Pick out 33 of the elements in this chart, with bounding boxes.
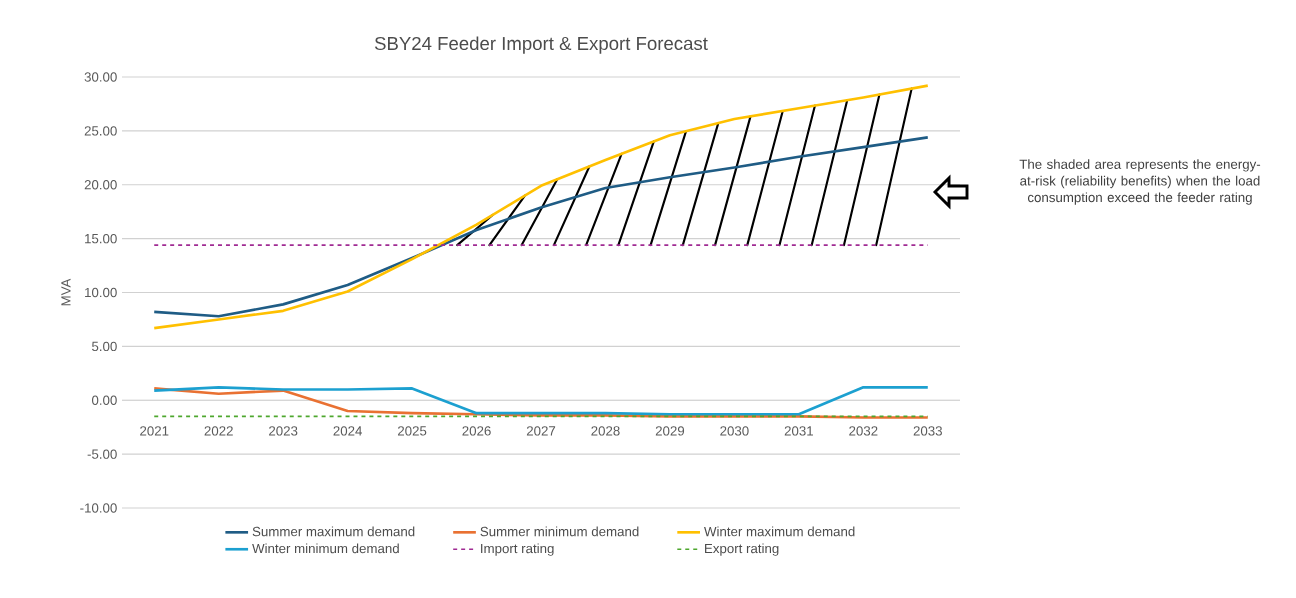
x-tick-label: 2025 (397, 426, 427, 436)
x-tick-label: 2027 (526, 426, 556, 436)
legend-label: Summer maximum demand (252, 526, 415, 537)
y-axis-title: MVA (61, 278, 71, 306)
y-tick-label: 5.00 (92, 341, 117, 352)
line-series (152, 136, 930, 318)
y-tick-label: 15.00 (85, 233, 117, 244)
legend-label: Import rating (481, 543, 554, 556)
y-tick-label: -10.00 (80, 503, 117, 513)
x-tick-label: 2021 (140, 426, 169, 436)
x-tick-label: 2022 (204, 426, 233, 436)
x-tick-label: 2030 (720, 426, 749, 436)
legend-label: Winter maximum demand (704, 526, 855, 537)
y-tick-label: 10.00 (85, 287, 117, 298)
x-tick-label: 2024 (333, 426, 362, 436)
y-tick-label: 0.00 (91, 395, 117, 405)
text: The shaded area represents the energy-at-risk (reliability benefits) when the load consumption exceed the feeder rating (1019, 159, 1261, 205)
x-tick-label: 2026 (462, 426, 491, 436)
x-tick-label: 2023 (269, 426, 298, 436)
x-tick-label: 2031 (784, 426, 813, 436)
y-tick-label: -5.00 (87, 449, 117, 459)
chart-title: SBY24 Feeder Import & Export Forecast (374, 36, 708, 54)
x-tick-label: 2033 (913, 426, 942, 436)
y-tick-label: 20.00 (84, 180, 117, 190)
legend-label: Winter minimum demand (252, 543, 399, 554)
x-tick-label: 2028 (591, 426, 620, 436)
y-tick-label: 30.00 (84, 72, 117, 82)
x-tick-label: 2032 (849, 426, 878, 436)
legend-label: Export rating (705, 543, 779, 556)
line-series (152, 84, 930, 330)
x-tick-label: 2029 (655, 426, 685, 436)
legend-label: Summer minimum demand (480, 526, 639, 537)
y-tick-label: 25.00 (84, 126, 117, 136)
